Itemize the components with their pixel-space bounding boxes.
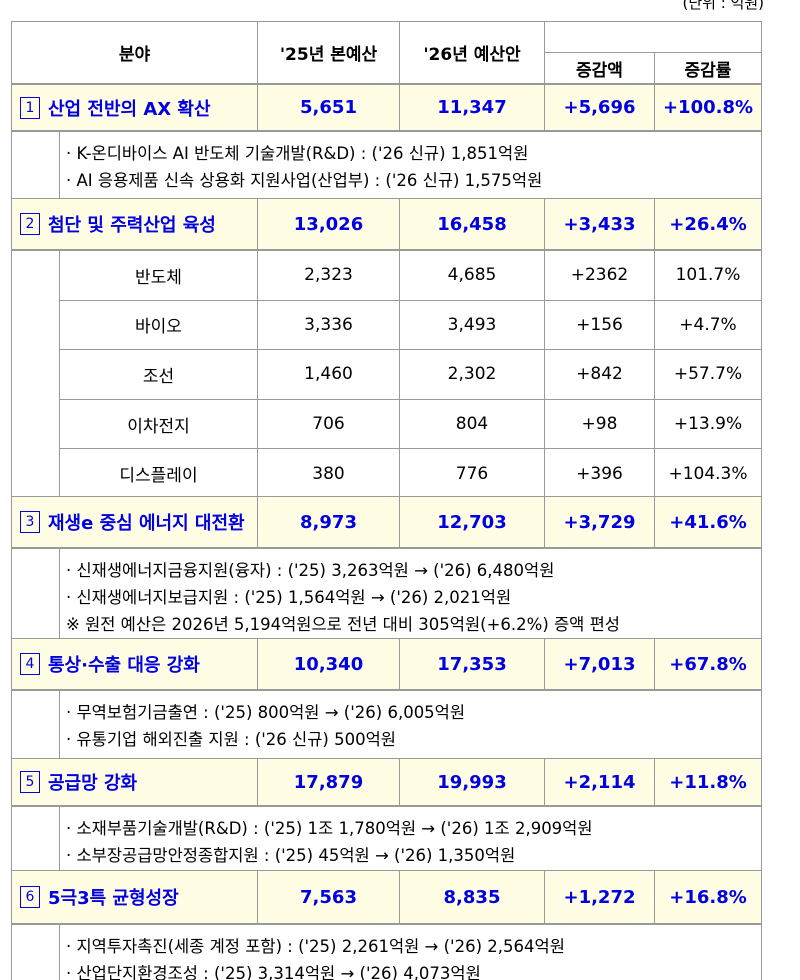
section-value: +3,433 bbox=[544, 198, 655, 250]
section-value: +100.8% bbox=[654, 84, 762, 131]
item-label: 반도체 bbox=[59, 250, 258, 301]
section-number: 5 bbox=[20, 771, 40, 793]
section-value: 19,993 bbox=[399, 758, 545, 806]
item-value: 2,302 bbox=[399, 349, 545, 400]
section-value: 16,458 bbox=[399, 198, 545, 250]
note-line: · 지역투자촉진(세종 계정 포함) : ('25) 2,261억원 → ('2… bbox=[66, 937, 565, 956]
note-line: · 유통기업 해외진출 지원 : ('26 신규) 500억원 bbox=[66, 730, 396, 749]
note-line: · 신재생에너지보급지원 : ('25) 1,564억원 → ('26) 2,0… bbox=[66, 588, 512, 607]
note-line: · 신재생에너지금융지원(융자) : ('25) 3,263억원 → ('26)… bbox=[66, 561, 555, 580]
note-indent bbox=[11, 131, 60, 199]
item-value: +57.7% bbox=[654, 349, 762, 400]
item-value: +842 bbox=[544, 349, 655, 400]
note-line: · 소재부품기술개발(R&D) : ('25) 1조 1,780억원 → ('2… bbox=[66, 819, 593, 838]
section-value: +3,729 bbox=[544, 496, 655, 548]
section-value: +1,272 bbox=[544, 870, 655, 924]
section-value: +41.6% bbox=[654, 496, 762, 548]
section-value: 5,651 bbox=[257, 84, 400, 131]
note-indent bbox=[11, 690, 60, 759]
item-value: 804 bbox=[399, 398, 545, 450]
section-name: 공급망 강화 bbox=[48, 773, 138, 794]
item-value: 4,685 bbox=[399, 250, 545, 301]
section-value: +11.8% bbox=[654, 758, 762, 806]
note-line: ※ 원전 예산은 2026년 5,194억원으로 전년 대비 305억원(+6.… bbox=[66, 615, 620, 634]
section-title: 4 통상·수출 대응 강화 bbox=[11, 638, 258, 690]
section-number: 3 bbox=[20, 511, 40, 533]
note-indent bbox=[11, 548, 60, 640]
item-label: 이차전지 bbox=[59, 398, 258, 450]
item-label: 디스플레이 bbox=[59, 448, 258, 499]
section-title: 2 첨단 및 주력산업 육성 bbox=[11, 198, 258, 250]
section-value: 10,340 bbox=[257, 638, 400, 690]
section-value: +67.8% bbox=[654, 638, 762, 690]
item-label: 조선 bbox=[59, 349, 258, 400]
item-value: +98 bbox=[544, 398, 655, 450]
note-indent bbox=[11, 806, 60, 871]
section-name: 첨단 및 주력산업 육성 bbox=[48, 215, 216, 236]
header-cell: 증감액 bbox=[544, 52, 655, 84]
header-cell: 증감률 bbox=[654, 52, 762, 84]
section-number: 4 bbox=[20, 653, 40, 675]
header-cell: '26년 예산안 bbox=[399, 21, 545, 84]
section-number: 6 bbox=[20, 886, 40, 908]
section-title: 6 5극3특 균형성장 bbox=[11, 870, 258, 924]
section-value: +2,114 bbox=[544, 758, 655, 806]
note-line: · 소부장공급망안정종합지원 : ('25) 45억원 → ('26) 1,35… bbox=[66, 846, 516, 865]
section-number: 1 bbox=[20, 96, 40, 119]
section-value: 17,353 bbox=[399, 638, 545, 690]
unit: (단위 : 억원) bbox=[682, 0, 765, 12]
item-value: 2,323 bbox=[257, 250, 400, 301]
section-number: 2 bbox=[20, 213, 40, 235]
section-value: 8,835 bbox=[399, 870, 545, 924]
section-value: 12,703 bbox=[399, 496, 545, 548]
section-value: +26.4% bbox=[654, 198, 762, 250]
item-value: 1,460 bbox=[257, 349, 400, 400]
section-name: 5극3특 균형성장 bbox=[48, 888, 179, 909]
item-value: +2362 bbox=[544, 250, 655, 301]
section-value: 7,563 bbox=[257, 870, 400, 924]
item-value: +13.9% bbox=[654, 398, 762, 450]
section-title: 1 산업 전반의 AX 확산 bbox=[11, 84, 258, 131]
section-value: +16.8% bbox=[654, 870, 762, 924]
section-name: 통상·수출 대응 강화 bbox=[48, 655, 200, 676]
section-value: +7,013 bbox=[544, 638, 655, 690]
note-line: · K-온디바이스 AI 반도체 기술개발(R&D) : ('26 신규) 1,… bbox=[66, 144, 529, 163]
header-cell: '25년 본예산 bbox=[257, 21, 400, 84]
section-title: 3 재생e 중심 에너지 대전환 bbox=[11, 496, 258, 548]
section-name: 산업 전반의 AX 확산 bbox=[48, 98, 211, 120]
section-name: 재생e 중심 에너지 대전환 bbox=[48, 513, 245, 534]
header-cell: 분야 bbox=[11, 21, 258, 84]
note-line: · AI 응용제품 신속 상용화 지원사업(산업부) : ('26 신규) 1,… bbox=[66, 171, 543, 190]
note-line: · 산업단지환경조성 : ('25) 3,314억원 → ('26) 4,073… bbox=[66, 964, 481, 980]
section-title: 5 공급망 강화 bbox=[11, 758, 258, 806]
section-value: 8,973 bbox=[257, 496, 400, 548]
section-value: 11,347 bbox=[399, 84, 545, 131]
item-value: 101.7% bbox=[654, 250, 762, 301]
item-value: 3,493 bbox=[399, 299, 545, 351]
note-indent bbox=[11, 924, 60, 980]
item-value: +156 bbox=[544, 299, 655, 351]
section-value: 13,026 bbox=[257, 198, 400, 250]
item-value: 380 bbox=[257, 448, 400, 499]
item-value: +104.3% bbox=[654, 448, 762, 499]
item-label: 바이오 bbox=[59, 299, 258, 351]
section-value: 17,879 bbox=[257, 758, 400, 806]
item-value: 776 bbox=[399, 448, 545, 499]
indent-cell bbox=[11, 250, 60, 499]
header-cell bbox=[544, 21, 762, 53]
item-value: +396 bbox=[544, 448, 655, 499]
section-value: +5,696 bbox=[544, 84, 655, 131]
item-value: 706 bbox=[257, 398, 400, 450]
item-value: +4.7% bbox=[654, 299, 762, 351]
item-value: 3,336 bbox=[257, 299, 400, 351]
note-line: · 무역보험기금출연 : ('25) 800억원 → ('26) 6,005억원 bbox=[66, 703, 466, 722]
